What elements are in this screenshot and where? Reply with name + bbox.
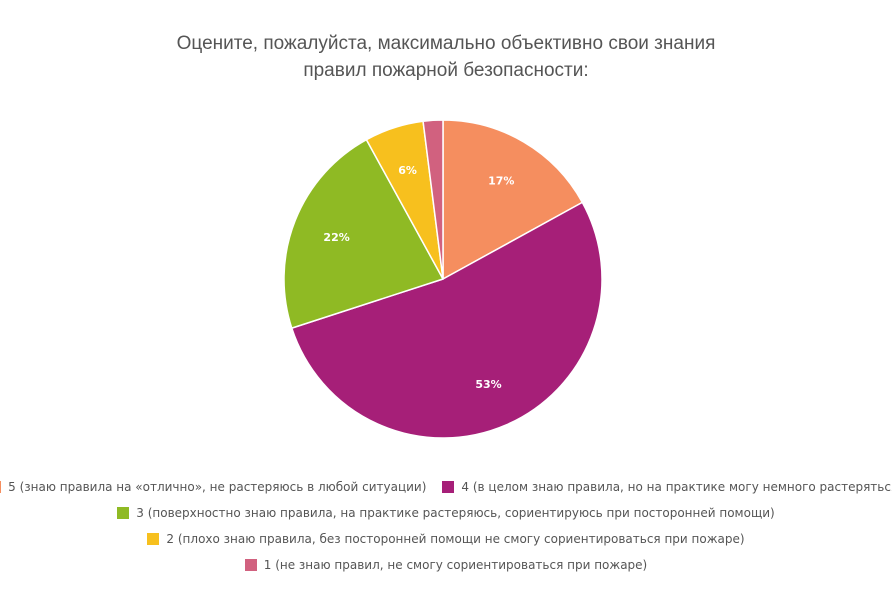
- legend-swatch-1: [244, 559, 257, 571]
- slice-5[interactable]: [442, 119, 584, 281]
- legend-swatch-4: [442, 481, 455, 493]
- slice-3[interactable]: [283, 138, 445, 330]
- slice-1[interactable]: [422, 119, 444, 280]
- legend-label-5: 5 (знаю правила на «отлично», не растеря…: [8, 480, 427, 494]
- slice-4[interactable]: [290, 201, 603, 439]
- legend-swatch-5: [0, 481, 2, 493]
- legend-label-3: 3 (поверхностно знаю правила, на практик…: [136, 506, 775, 520]
- legend-label-1: 1 (не знаю правил, не смогу сориентирова…: [263, 558, 648, 572]
- legend-item-1[interactable]: 1 (не знаю правил, не смогу сориентирова…: [244, 558, 648, 572]
- legend-swatch-3: [117, 507, 130, 519]
- slice-5-label: 17%: [488, 175, 514, 188]
- slice-2-label: 6%: [398, 164, 417, 177]
- chart-title-line-1: Оцените, пожалуйста, максимально объекти…: [176, 33, 716, 54]
- slice-3-label: 22%: [323, 231, 349, 244]
- legend-label-2: 2 (плохо знаю правила, без посторонней п…: [166, 532, 745, 546]
- legend-item-3[interactable]: 3 (поверхностно знаю правила, на практик…: [117, 506, 775, 520]
- legend-item-4[interactable]: 4 (в целом знаю правила, но на практике …: [442, 480, 892, 494]
- legend-row-1: 5 (знаю правила на «отлично», не растеря…: [0, 474, 892, 500]
- legend-row-4: 1 (не знаю правил, не смогу сориентирова…: [0, 552, 892, 578]
- legend-row-3: 2 (плохо знаю правила, без посторонней п…: [0, 526, 892, 552]
- slice-4-label: 53%: [475, 378, 501, 391]
- chart-title-line-2: правил пожарной безопасности:: [303, 60, 589, 81]
- legend-row-2: 3 (поверхностно знаю правила, на практик…: [0, 500, 892, 526]
- legend-swatch-2: [147, 533, 160, 545]
- legend: 5 (знаю правила на «отлично», не растеря…: [0, 474, 892, 578]
- legend-item-5[interactable]: 5 (знаю правила на «отлично», не растеря…: [0, 480, 426, 494]
- legend-label-4: 4 (в целом знаю правила, но на практике …: [461, 480, 892, 494]
- legend-item-2[interactable]: 2 (плохо знаю правила, без посторонней п…: [147, 532, 745, 546]
